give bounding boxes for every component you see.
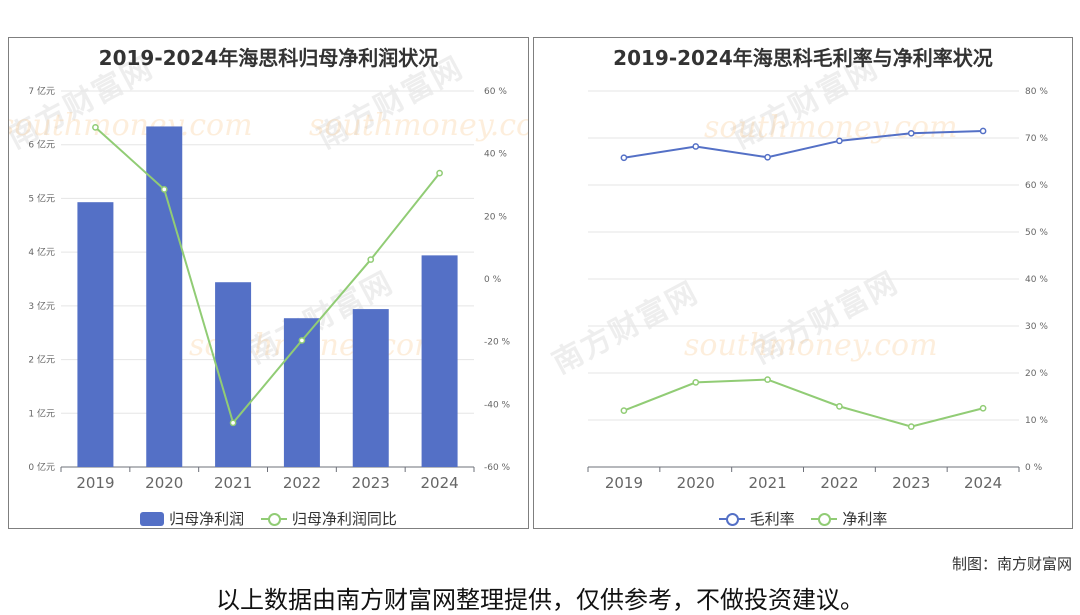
y-tick-label-right: 50 %: [1025, 228, 1048, 238]
x-tick-label: 2024: [420, 474, 458, 492]
legend-label: 毛利率: [749, 510, 795, 528]
data-point: [764, 376, 771, 383]
bar-swatch-icon: [140, 511, 165, 526]
data-point: [160, 186, 168, 193]
data-point: [436, 169, 443, 177]
data-point: [692, 143, 700, 150]
y-tick-label-right: 0 %: [484, 275, 502, 285]
y-tick-label-right: 60 %: [1025, 181, 1048, 191]
legend-item-gross-margin[interactable]: 毛利率: [718, 508, 795, 528]
bar: [77, 202, 114, 467]
legend-item-net-margin[interactable]: 净利率: [811, 508, 888, 528]
x-tick-label: 2022: [283, 474, 321, 492]
legend-item-net-profit[interactable]: 归母净利润: [140, 508, 245, 528]
x-tick-label: 2024: [964, 474, 1002, 492]
y-tick-label-right: 0 %: [1025, 463, 1043, 473]
x-tick-label: 2020: [145, 474, 183, 492]
y-tick-label-left: 1 亿元: [28, 407, 55, 419]
x-tick-label: 2022: [820, 474, 858, 492]
y-tick-label-left: 3 亿元: [28, 300, 55, 312]
x-tick-label: 2021: [214, 474, 252, 492]
x-tick-label: 2019: [605, 474, 643, 492]
y-tick-label-left: 7 亿元: [28, 85, 55, 97]
y-tick-label-right: -60 %: [484, 463, 511, 473]
y-tick-label-right: 20 %: [1025, 369, 1048, 379]
net-profit-plot: 0 亿元 1 亿元 2 亿元 3 亿元 4 亿元 5 亿元 6 亿元 7 亿元 -60 % -40…: [28, 85, 511, 492]
y-tick-label-right: 60 %: [484, 87, 507, 97]
chart-title: 2019-2024年海思科归母净利润状况: [98, 46, 439, 70]
data-point: [764, 153, 771, 161]
data-point: [979, 127, 987, 135]
chart-title: 2019-2024年海思科毛利率与净利率状况: [613, 46, 993, 70]
y-tick-label-right: 10 %: [1025, 416, 1048, 426]
x-tick-label: 2023: [892, 474, 930, 492]
series-line: [623, 378, 984, 428]
data-point: [92, 123, 99, 131]
bar: [352, 309, 389, 467]
y-tick-label-right: 40 %: [484, 150, 507, 160]
legend: 毛利率 净利率: [534, 508, 1072, 528]
margin-chart: 南方财富网 southmoney.com 南方财富网 southmoney.co…: [533, 37, 1073, 529]
data-point: [229, 419, 237, 427]
line-swatch-icon: [811, 512, 838, 526]
y-tick-label-left: 0 亿元: [28, 461, 55, 473]
legend-item-net-profit-yoy[interactable]: 归母净利润同比: [260, 508, 397, 528]
y-tick-label-right: 30 %: [1025, 322, 1048, 332]
y-tick-label-left: 6 亿元: [28, 139, 55, 151]
y-tick-label-left: 4 亿元: [28, 246, 55, 258]
legend-label: 归母净利润同比: [291, 510, 397, 528]
y-tick-label-right: 40 %: [1025, 275, 1048, 285]
data-point: [979, 404, 987, 412]
data-point: [907, 129, 915, 137]
x-tick-label: 2020: [677, 474, 715, 492]
x-tick-label: 2019: [76, 474, 114, 492]
data-point: [692, 379, 700, 386]
data-point: [620, 154, 628, 162]
x-tick-label: 2023: [352, 474, 390, 492]
bar: [215, 282, 252, 467]
y-tick-label-right: 80 %: [1025, 87, 1048, 97]
net-profit-chart: 南方财富网 southmoney.com 南方财富网 southmoney.co…: [8, 37, 529, 529]
series-line: [94, 126, 441, 425]
margin-plot: 0 % 10 % 20 % 30 % 40 % 50 % 60 % 70 % 80 % 2019 2…: [587, 87, 1048, 492]
series-line: [623, 129, 984, 159]
legend: 归母净利润 归母净利润同比: [9, 508, 528, 528]
y-tick-label-right: -40 %: [484, 400, 511, 410]
legend-label: 归母净利润: [169, 510, 245, 528]
y-tick-label-left: 5 亿元: [28, 192, 55, 204]
data-point: [620, 407, 628, 414]
line-swatch-icon: [718, 512, 745, 526]
y-tick-label-left: 2 亿元: [28, 354, 55, 366]
disclaimer-text: 以上数据由南方财富网整理提供，仅供参考，不做投资建议。: [216, 586, 864, 614]
bar: [146, 126, 183, 468]
chart-credit: 制图：南方财富网: [951, 555, 1072, 573]
data-point: [836, 403, 843, 410]
data-point: [907, 423, 915, 430]
y-tick-label-right: -20 %: [484, 338, 511, 348]
x-tick-label: 2021: [748, 474, 786, 492]
line-swatch-icon: [260, 512, 287, 526]
bar: [421, 255, 458, 467]
y-tick-label-right: 70 %: [1025, 134, 1048, 144]
data-point: [298, 337, 306, 344]
data-point: [367, 256, 375, 263]
data-point: [836, 137, 843, 145]
y-tick-label-right: 20 %: [484, 212, 507, 222]
legend-label: 净利率: [842, 510, 888, 528]
